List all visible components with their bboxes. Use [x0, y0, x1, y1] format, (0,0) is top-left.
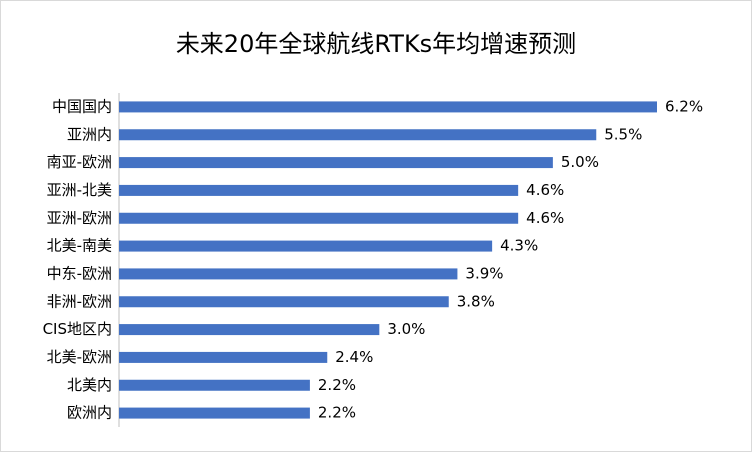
y-tick-label: 北美-欧洲 [47, 348, 112, 366]
y-tick-label: 北美-南美 [47, 237, 112, 255]
bar [119, 240, 493, 252]
bar [119, 212, 519, 224]
data-label: 4.6% [526, 181, 564, 199]
y-tick-label: 中国国内 [52, 97, 112, 115]
data-label: 3.8% [457, 292, 495, 310]
data-label: 2.2% [318, 376, 356, 394]
bar [119, 351, 328, 363]
bar [119, 379, 310, 391]
data-label: 3.9% [465, 264, 503, 282]
bar [119, 324, 380, 336]
data-label: 3.0% [387, 320, 425, 338]
y-tick-label: 欧洲内 [67, 404, 112, 422]
y-tick-label: 亚洲内 [67, 125, 112, 143]
bar [119, 184, 519, 196]
bar [119, 157, 553, 169]
data-label: 4.6% [526, 209, 564, 227]
y-tick-label: 亚洲-欧洲 [47, 209, 112, 227]
data-label: 2.2% [318, 404, 356, 422]
y-tick-label: 中东-欧洲 [47, 264, 112, 282]
y-tick-label: CIS地区内 [43, 320, 112, 338]
data-label: 4.3% [500, 237, 538, 255]
bar [119, 101, 657, 113]
data-label: 5.0% [561, 153, 599, 171]
data-label: 6.2% [665, 97, 703, 115]
y-tick-label: 亚洲-北美 [47, 181, 112, 199]
bar [119, 268, 458, 280]
data-label: 2.4% [335, 348, 373, 366]
chart-title: 未来20年全球航线RTKs年均增速预测 [176, 30, 576, 58]
y-tick-label: 非洲-欧洲 [47, 292, 112, 310]
y-tick-label: 南亚-欧洲 [47, 153, 112, 171]
data-label: 5.5% [604, 125, 642, 143]
bar [119, 296, 449, 308]
y-tick-label: 北美内 [67, 376, 112, 394]
bar [119, 407, 310, 419]
bar [119, 129, 597, 141]
